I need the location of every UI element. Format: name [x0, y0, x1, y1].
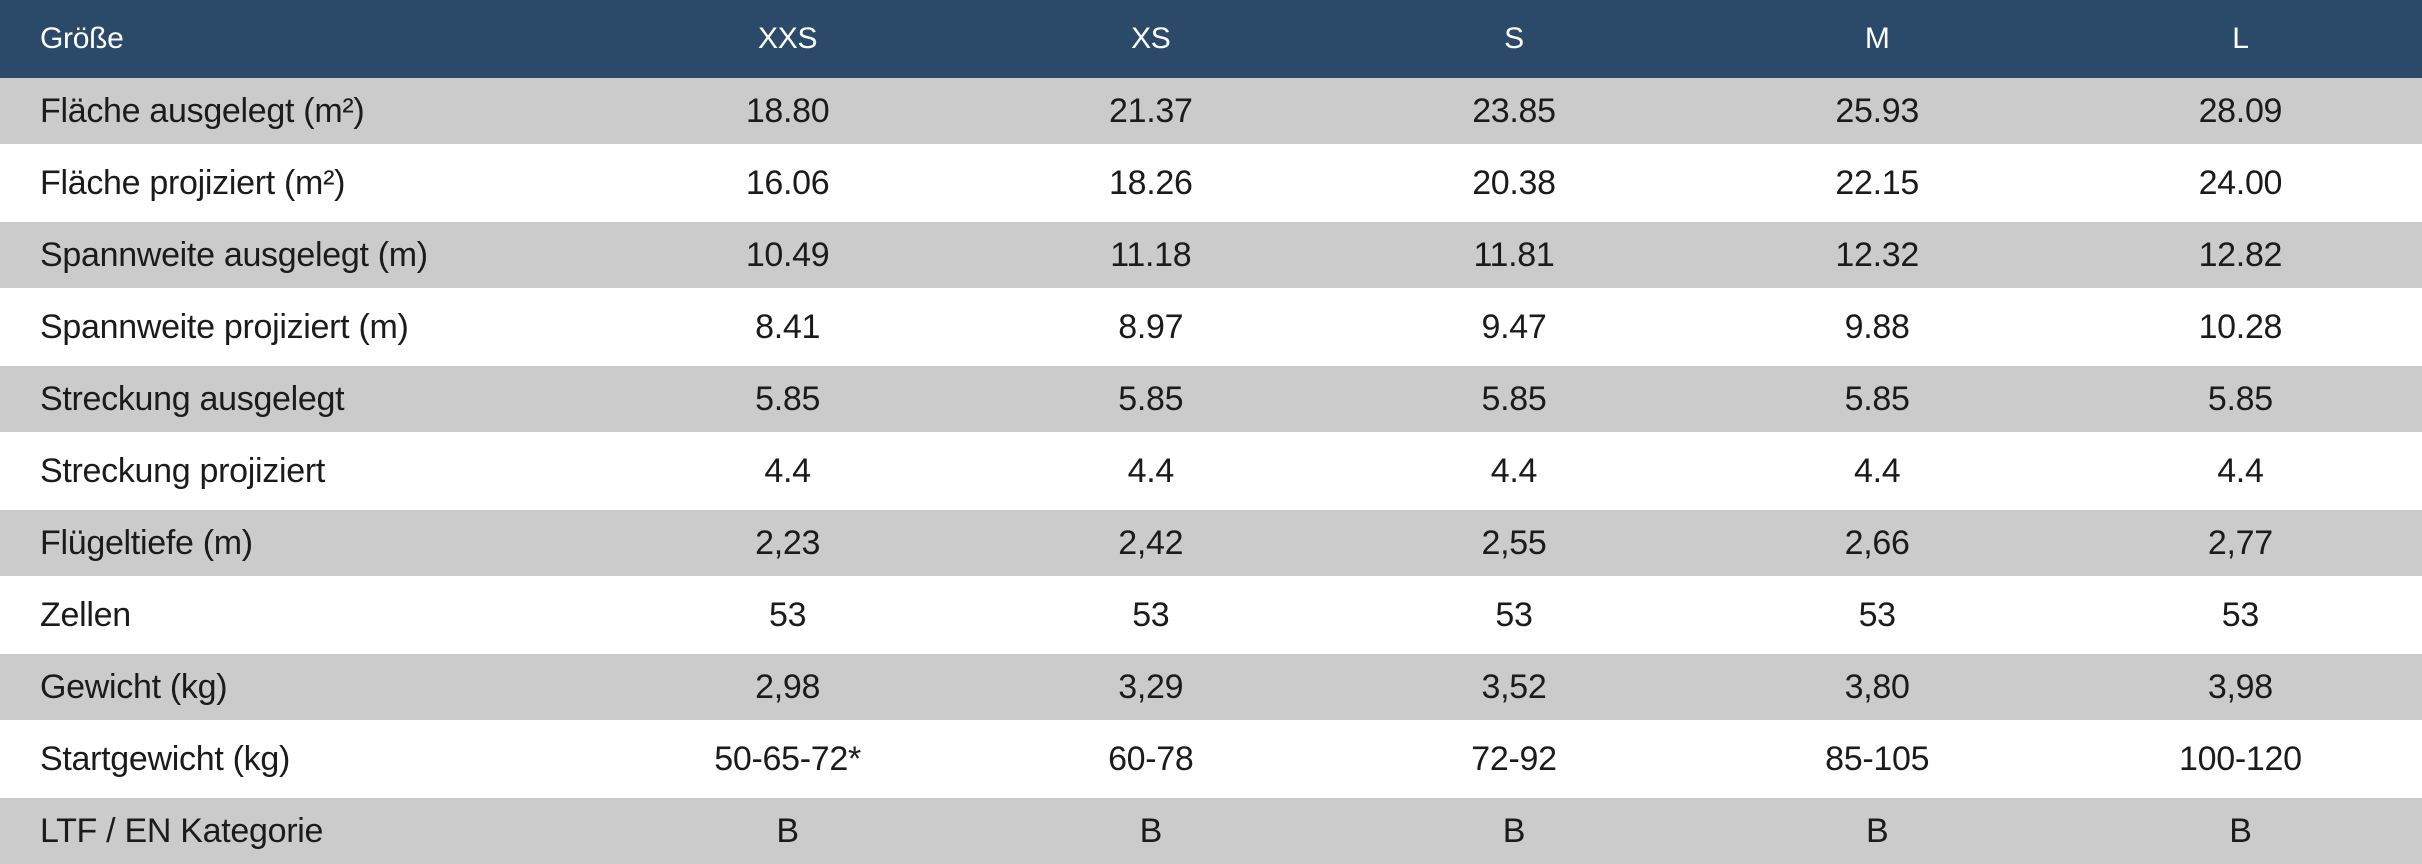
spec-row-startgewicht: Startgewicht (kg) 50-65-72* 60-78 72-92 … [0, 726, 2422, 798]
spec-value: 5.85 [969, 366, 1333, 438]
column-header-l: L [2058, 0, 2422, 78]
column-header-xs: XS [969, 0, 1333, 78]
column-header-m: M [1695, 0, 2059, 78]
spec-value: 10.28 [2058, 294, 2422, 366]
spec-value: 22.15 [1695, 150, 2059, 222]
spec-value: 2,23 [606, 510, 970, 582]
spec-row-fluegeltiefe: Flügeltiefe (m) 2,23 2,42 2,55 2,66 2,77 [0, 510, 2422, 582]
spec-value: 4.4 [2058, 438, 2422, 510]
spec-value: 9.47 [1332, 294, 1696, 366]
spec-value: 11.18 [969, 222, 1333, 294]
spec-value: 10.49 [606, 222, 970, 294]
spec-value: 12.32 [1695, 222, 2059, 294]
spec-value: 3,52 [1332, 654, 1696, 726]
spec-value: 53 [1332, 582, 1696, 654]
spec-value: 11.81 [1332, 222, 1696, 294]
spec-value: 85-105 [1695, 726, 2059, 798]
spec-value: 2,42 [969, 510, 1333, 582]
spec-value: 53 [969, 582, 1333, 654]
spec-value: B [969, 798, 1333, 864]
row-label: Streckung projiziert [0, 438, 607, 510]
spec-row-gewicht: Gewicht (kg) 2,98 3,29 3,52 3,80 3,98 [0, 654, 2422, 726]
spec-row-flaeche-ausgelegt: Fläche ausgelegt (m²) 18.80 21.37 23.85 … [0, 78, 2422, 150]
spec-value: 20.38 [1332, 150, 1696, 222]
spec-value: 4.4 [969, 438, 1333, 510]
spec-value: B [606, 798, 970, 864]
spec-value: 25.93 [1695, 78, 2059, 150]
spec-value: 18.26 [969, 150, 1333, 222]
spec-value: 2,98 [606, 654, 970, 726]
spec-value: 72-92 [1332, 726, 1696, 798]
spec-value: 24.00 [2058, 150, 2422, 222]
spec-value: 12.82 [2058, 222, 2422, 294]
spec-row-flaeche-projiziert: Fläche projiziert (m²) 16.06 18.26 20.38… [0, 150, 2422, 222]
row-label: Streckung ausgelegt [0, 366, 607, 438]
row-label: LTF / EN Kategorie [0, 798, 607, 864]
spec-value: 2,55 [1332, 510, 1696, 582]
row-label: Fläche ausgelegt (m²) [0, 78, 607, 150]
spec-value: 4.4 [1695, 438, 2059, 510]
spec-value: 4.4 [1332, 438, 1696, 510]
spec-row-streckung-ausgelegt: Streckung ausgelegt 5.85 5.85 5.85 5.85 … [0, 366, 2422, 438]
spec-value: 18.80 [606, 78, 970, 150]
row-label: Zellen [0, 582, 607, 654]
spec-value: 21.37 [969, 78, 1333, 150]
spec-value: 8.97 [969, 294, 1333, 366]
column-header-groesse: Größe [0, 0, 607, 78]
spec-value: 53 [2058, 582, 2422, 654]
row-label: Gewicht (kg) [0, 654, 607, 726]
column-header-xxs: XXS [606, 0, 970, 78]
spec-value: 28.09 [2058, 78, 2422, 150]
spec-value: 100-120 [2058, 726, 2422, 798]
spec-value: 5.85 [1332, 366, 1696, 438]
spec-value: 53 [606, 582, 970, 654]
spec-value: B [1695, 798, 2059, 864]
column-header-s: S [1332, 0, 1696, 78]
spec-value: 60-78 [969, 726, 1333, 798]
spec-value: 5.85 [606, 366, 970, 438]
header-row: Größe XXS XS S M L [0, 0, 2422, 78]
spec-value: B [1332, 798, 1696, 864]
spec-row-spannweite-ausgelegt: Spannweite ausgelegt (m) 10.49 11.18 11.… [0, 222, 2422, 294]
spec-row-spannweite-projiziert: Spannweite projiziert (m) 8.41 8.97 9.47… [0, 294, 2422, 366]
spec-value: 5.85 [2058, 366, 2422, 438]
row-label: Fläche projiziert (m²) [0, 150, 607, 222]
spec-value: B [2058, 798, 2422, 864]
row-label: Spannweite ausgelegt (m) [0, 222, 607, 294]
row-label: Spannweite projiziert (m) [0, 294, 607, 366]
spec-value: 5.85 [1695, 366, 2059, 438]
spec-row-ltf-en-kategorie: LTF / EN Kategorie B B B B B [0, 798, 2422, 864]
spec-value: 23.85 [1332, 78, 1696, 150]
spec-value: 16.06 [606, 150, 970, 222]
spec-value: 4.4 [606, 438, 970, 510]
spec-value: 8.41 [606, 294, 970, 366]
spec-value: 3,98 [2058, 654, 2422, 726]
row-label: Startgewicht (kg) [0, 726, 607, 798]
spec-row-zellen: Zellen 53 53 53 53 53 [0, 582, 2422, 654]
spec-row-streckung-projiziert: Streckung projiziert 4.4 4.4 4.4 4.4 4.4 [0, 438, 2422, 510]
spec-value: 3,29 [969, 654, 1333, 726]
spec-value: 3,80 [1695, 654, 2059, 726]
spec-value: 2,77 [2058, 510, 2422, 582]
spec-value: 53 [1695, 582, 2059, 654]
row-label: Flügeltiefe (m) [0, 510, 607, 582]
spec-value: 2,66 [1695, 510, 2059, 582]
spec-value: 50-65-72* [606, 726, 970, 798]
spec-value: 9.88 [1695, 294, 2059, 366]
